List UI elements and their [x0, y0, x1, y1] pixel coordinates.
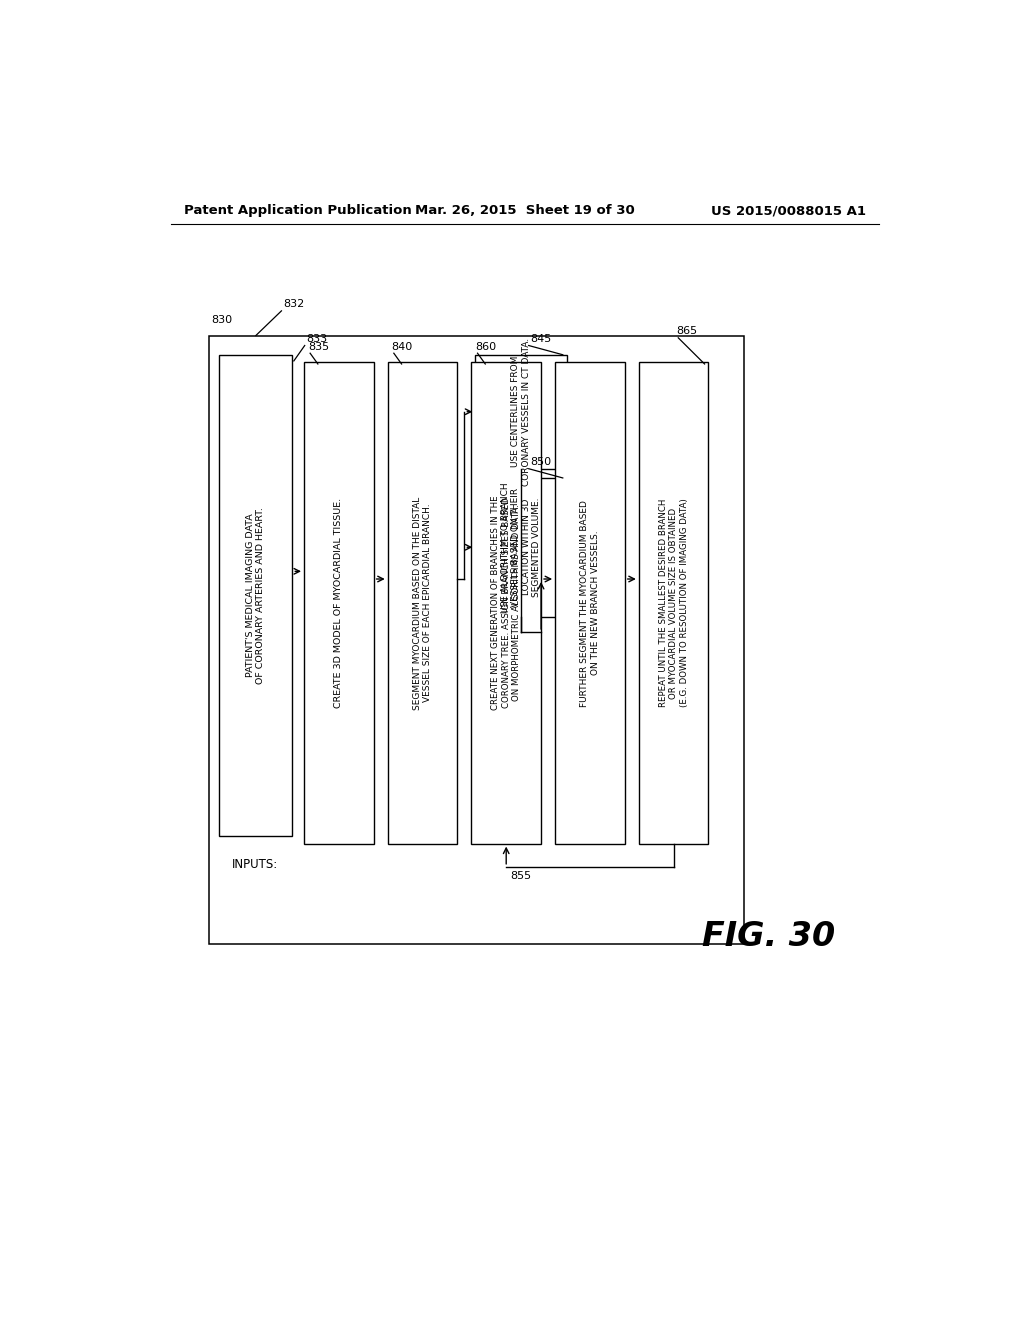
Text: 840: 840 — [391, 342, 413, 351]
Text: 833: 833 — [306, 334, 328, 345]
Text: PATIENT'S MEDICAL IMAGING DATA
OF CORONARY ARTERIES AND HEART.: PATIENT'S MEDICAL IMAGING DATA OF CORONA… — [246, 507, 265, 684]
Text: 835: 835 — [308, 342, 329, 351]
Text: INPUTS:: INPUTS: — [232, 858, 279, 871]
Text: SEGMENT MYOCARDIUM BASED ON THE DISTAL
VESSEL SIZE OF EACH EPICARDIAL BRANCH.: SEGMENT MYOCARDIUM BASED ON THE DISTAL V… — [413, 496, 432, 710]
Text: 855: 855 — [510, 871, 531, 880]
Bar — [475, 478, 566, 616]
Bar — [304, 363, 374, 843]
Text: FURTHER SEGMENT THE MYOCARDIUM BASED
ON THE NEW BRANCH VESSELS.: FURTHER SEGMENT THE MYOCARDIUM BASED ON … — [581, 500, 600, 706]
Text: USE ALGORITHM TO BRANCH
VESSELS BASED ON THEIR
LOCATION WITHIN 3D
SEGMENTED VOLU: USE ALGORITHM TO BRANCH VESSELS BASED ON… — [501, 482, 541, 612]
Text: 832: 832 — [283, 298, 304, 309]
Bar — [388, 363, 458, 843]
Text: US 2015/0088015 A1: US 2015/0088015 A1 — [711, 205, 866, 218]
Bar — [555, 363, 625, 843]
Text: USE CENTERLINES FROM
CORONARY VESSELS IN CT DATA.: USE CENTERLINES FROM CORONARY VESSELS IN… — [511, 338, 530, 486]
Text: Mar. 26, 2015  Sheet 19 of 30: Mar. 26, 2015 Sheet 19 of 30 — [415, 205, 635, 218]
Text: CREATE NEXT GENERATION OF BRANCHES IN THE
CORONARY TREE. ASSIGN BRANCH SIZES BAS: CREATE NEXT GENERATION OF BRANCHES IN TH… — [492, 496, 521, 710]
Text: 860: 860 — [475, 342, 497, 351]
Bar — [219, 355, 292, 836]
Text: Patent Application Publication: Patent Application Publication — [183, 205, 412, 218]
Bar — [475, 355, 566, 469]
Text: 845: 845 — [530, 334, 552, 345]
Bar — [639, 363, 709, 843]
Text: CREATE 3D MODEL OF MYOCARDIAL TISSUE.: CREATE 3D MODEL OF MYOCARDIAL TISSUE. — [334, 498, 343, 708]
Text: 865: 865 — [677, 326, 697, 335]
Text: REPEAT UNTIL THE SMALLEST DESIRED BRANCH
OR MYOCARDIAL VOLUME SIZE IS OBTAINED
(: REPEAT UNTIL THE SMALLEST DESIRED BRANCH… — [658, 499, 688, 708]
Text: 830: 830 — [211, 314, 232, 325]
Text: 850: 850 — [530, 457, 551, 467]
Bar — [209, 335, 744, 944]
Text: FIG. 30: FIG. 30 — [701, 920, 835, 953]
Bar — [471, 363, 541, 843]
